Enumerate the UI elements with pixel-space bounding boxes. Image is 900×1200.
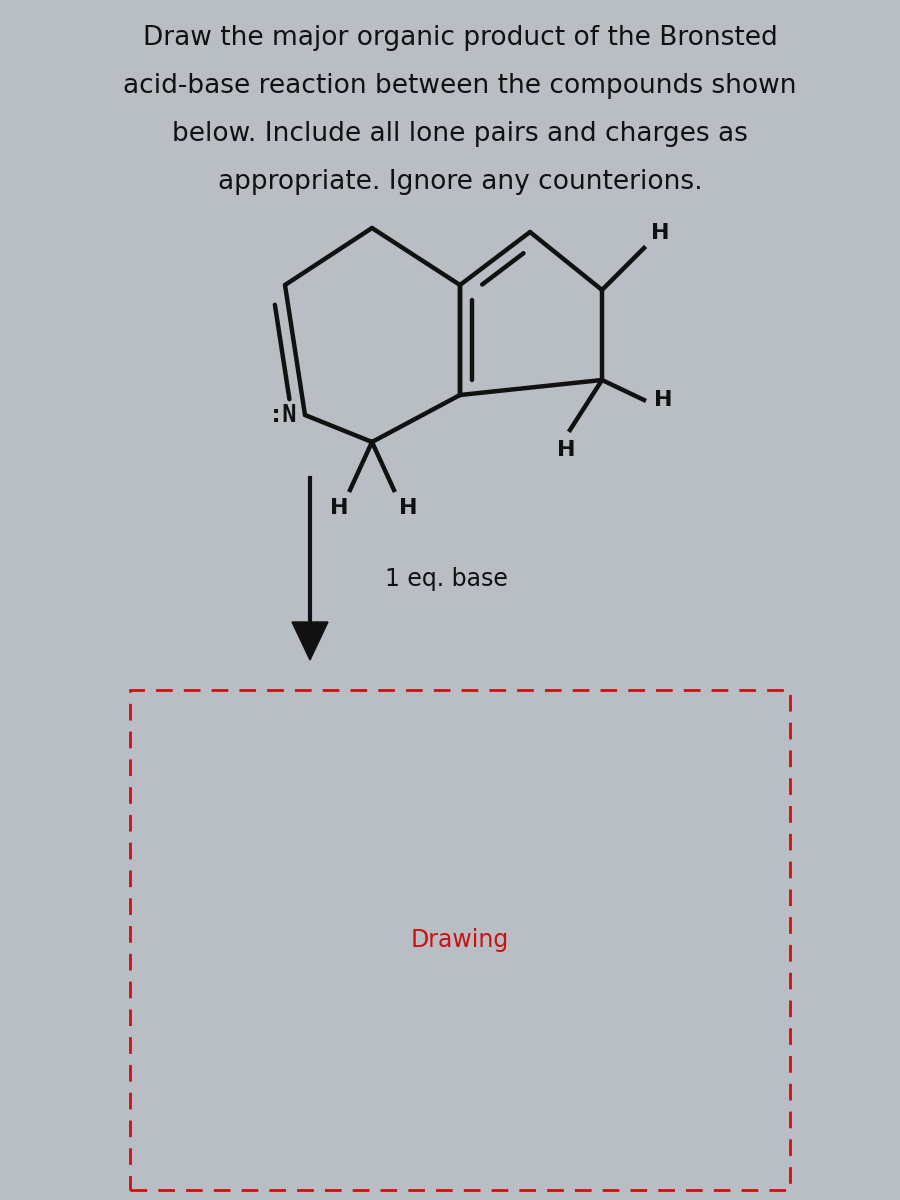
Text: 1 eq. base: 1 eq. base <box>385 566 508 590</box>
Text: acid-base reaction between the compounds shown: acid-base reaction between the compounds… <box>123 73 796 98</box>
Text: Draw the major organic product of the Bronsted: Draw the major organic product of the Br… <box>142 25 778 50</box>
Polygon shape <box>292 622 328 660</box>
Text: Drawing: Drawing <box>411 928 509 952</box>
Text: H: H <box>399 498 418 518</box>
Text: H: H <box>329 498 348 518</box>
Text: :N: :N <box>268 403 297 427</box>
Text: below. Include all lone pairs and charges as: below. Include all lone pairs and charge… <box>172 121 748 146</box>
Text: H: H <box>654 390 672 410</box>
Text: appropriate. Ignore any counterions.: appropriate. Ignore any counterions. <box>218 169 702 194</box>
Text: H: H <box>557 440 575 460</box>
Text: H: H <box>651 223 670 242</box>
Bar <box>130 690 790 1190</box>
